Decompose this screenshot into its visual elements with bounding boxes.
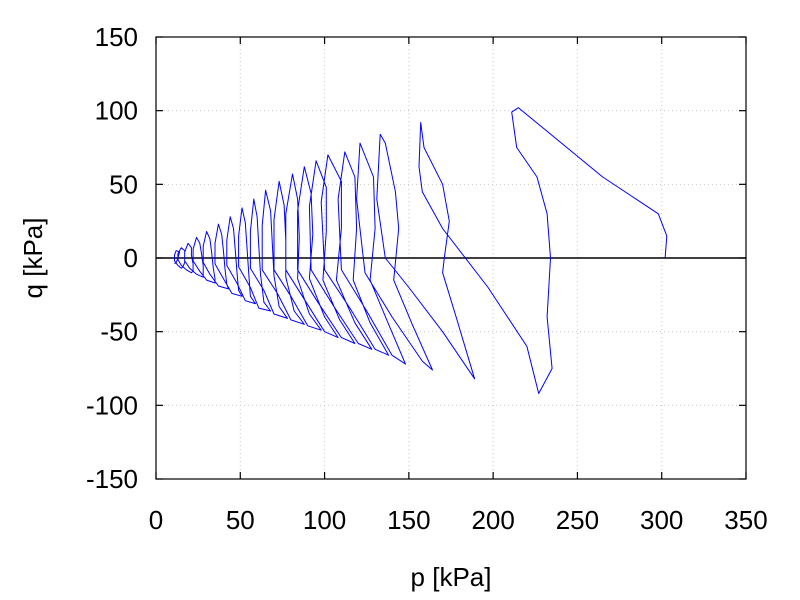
tick-marks [155, 36, 747, 480]
y-tick-label: 100 [95, 96, 138, 126]
y-tick-label: -50 [100, 317, 138, 347]
y-tick-labels: -150 -100 -50 0 50 100 150 [86, 22, 138, 494]
x-tick-label: 0 [149, 505, 163, 535]
y-tick-label: 0 [124, 243, 138, 273]
x-tick-label: 300 [640, 505, 683, 535]
x-tick-label: 50 [226, 505, 255, 535]
x-tick-labels: 0 50 100 150 200 250 300 350 [149, 505, 768, 535]
x-tick-label: 350 [724, 505, 767, 535]
y-axis-label: q [kPa] [18, 218, 48, 299]
y-tick-label: 150 [95, 22, 138, 52]
y-tick-label: -150 [86, 464, 138, 494]
y-tick-label: -100 [86, 390, 138, 420]
x-tick-label: 150 [387, 505, 430, 535]
series-group [174, 107, 668, 394]
series-line [174, 107, 668, 394]
x-axis-label: p [kPa] [411, 562, 492, 592]
x-tick-label: 200 [471, 505, 514, 535]
y-tick-label: 50 [109, 169, 138, 199]
x-tick-label: 250 [556, 505, 599, 535]
x-tick-label: 100 [303, 505, 346, 535]
